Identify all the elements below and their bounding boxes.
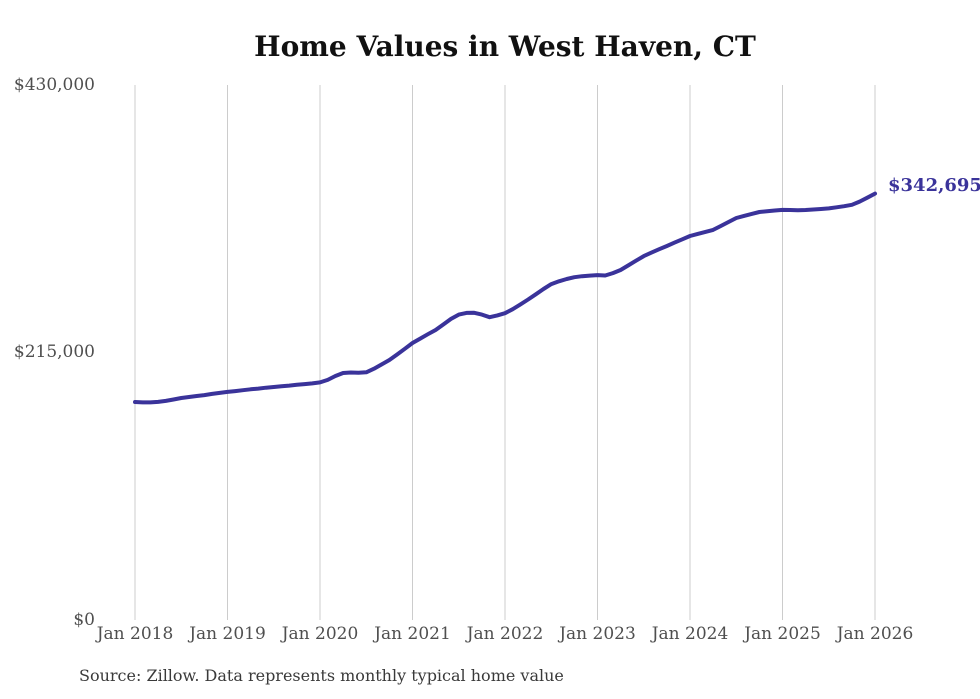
latest-value-label: $342,695 <box>888 175 980 196</box>
x-tick-label-2026: Jan 2026 <box>836 624 914 644</box>
y-tick-label-430000: $430,000 <box>13 75 95 95</box>
x-tick-label-2025: Jan 2025 <box>744 624 821 644</box>
y-tick-label-0: $0 <box>73 610 95 630</box>
x-tick-label-2023: Jan 2023 <box>559 624 636 644</box>
source-note: Source: Zillow. Data represents monthly … <box>79 666 564 685</box>
chart-title: Home Values in West Haven, CT <box>254 30 756 63</box>
x-tick-label-2018: Jan 2018 <box>96 624 174 644</box>
x-tick-label-2024: Jan 2024 <box>651 624 729 644</box>
x-tick-label-2020: Jan 2020 <box>281 624 359 644</box>
x-tick-label-2021: Jan 2021 <box>374 624 451 644</box>
y-tick-label-215000: $215,000 <box>13 342 95 362</box>
x-tick-label-2022: Jan 2022 <box>466 624 544 644</box>
x-tick-label-2019: Jan 2019 <box>189 624 266 644</box>
home-value-line <box>133 191 877 405</box>
